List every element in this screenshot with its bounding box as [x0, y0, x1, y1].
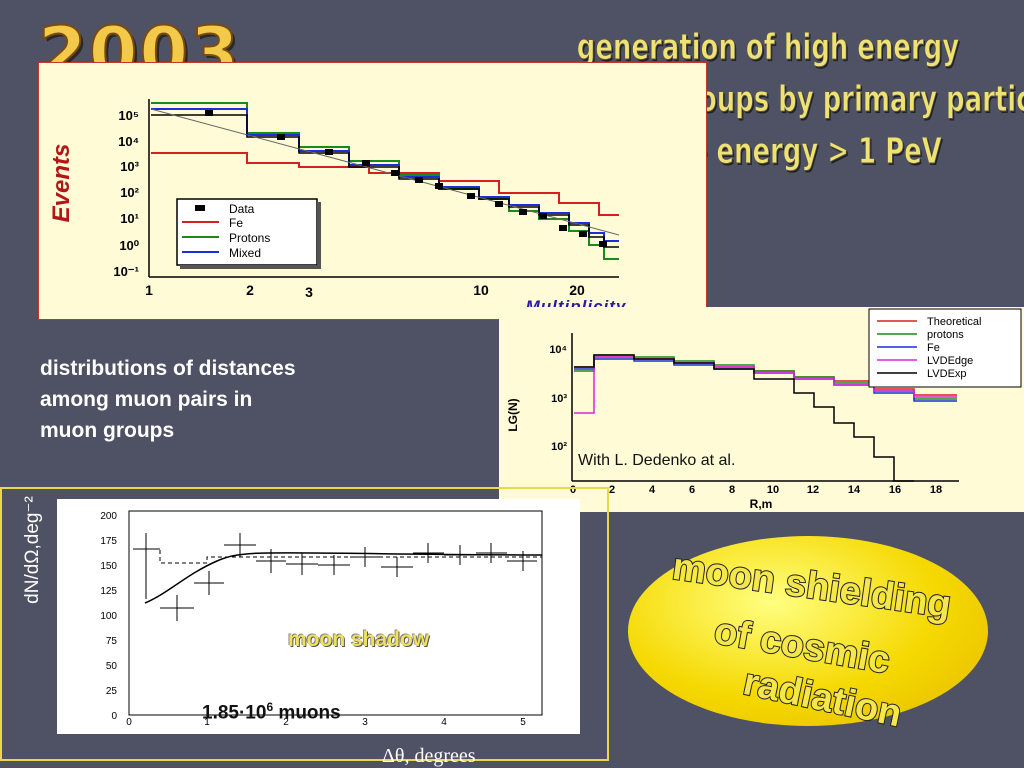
chart1-ytick: 10⁻¹ — [113, 264, 139, 279]
chart2-ytick: 10³ — [551, 393, 567, 405]
chart3-ytick: 0 — [111, 711, 117, 722]
description-line: among muon pairs in — [40, 388, 253, 411]
muon-count-exponent: 6 — [266, 700, 274, 714]
chart2-legend-protons: protons — [927, 329, 964, 341]
chart3-frame — [128, 510, 543, 716]
description-line: muon groups — [40, 419, 175, 442]
chart2-xtick: 0 — [570, 484, 576, 496]
muon-count-label: 1.85·106 muons — [202, 700, 341, 724]
chart1-ylabel: Events — [48, 144, 75, 223]
chart3-xtick: 1 — [204, 717, 210, 728]
chart3-ytick: 75 — [106, 636, 118, 647]
chart2-ylabel: LG(N) — [506, 398, 520, 431]
chart1-legend-data: Data — [229, 202, 255, 216]
chart1-data-point — [519, 209, 527, 215]
chart1-xtick: 3 — [305, 284, 313, 300]
chart3-ytick: 200 — [100, 511, 117, 522]
chart1-xtick: 10 — [473, 282, 489, 298]
chart3-xtick: 5 — [520, 717, 526, 728]
chart3-ytick: 50 — [106, 661, 118, 672]
chart1-ytick: 10⁴ — [118, 134, 139, 149]
chart2-legend-theoretical: Theoretical — [927, 316, 981, 328]
moon-shadow-chart: 200 175 150 125 100 75 50 25 0 0 1 2 3 4… — [100, 510, 543, 728]
moon-shadow-label: moon shadow — [288, 628, 430, 651]
moon-shielding-badge — [628, 536, 988, 726]
chart1-ytick: 10⁵ — [118, 108, 139, 123]
chart1-xtick: 20 — [569, 282, 585, 298]
chart2-xtick: 10 — [767, 484, 779, 496]
distance-chart: 10⁴ 10³ 10² 0 2 4 6 8 10 12 14 16 18 — [506, 308, 1022, 511]
chart1-legend-mixed: Mixed — [229, 246, 261, 260]
chart1-data-point — [579, 231, 587, 237]
chart2-xtick: 18 — [930, 484, 942, 496]
chart3-ytick: 150 — [100, 561, 117, 572]
chart2-legend-fe: Fe — [927, 342, 940, 354]
chart3-ylabel-svg: dN/dΩ,deg⁻² — [22, 496, 43, 604]
chart1-data-point — [495, 201, 503, 207]
chart1-ytick: 10¹ — [120, 211, 139, 226]
multiplicity-chart-panel: 10⁵ 10⁴ 10³ 10² 10¹ 10⁰ 10⁻¹ 1 2 3 10 20 — [38, 62, 707, 320]
chart1-ytick: 10³ — [120, 159, 139, 174]
moon-line-2: of cosmic — [711, 610, 893, 682]
chart3-ytick: 100 — [100, 611, 117, 622]
chart1-data-point — [467, 193, 475, 199]
chart2-series-lvdexp — [574, 354, 914, 482]
muon-count-unit: muons — [273, 702, 341, 724]
chart2-xtick: 4 — [649, 484, 656, 496]
chart2-xtick: 12 — [807, 484, 819, 496]
chart1-data-point — [435, 183, 443, 189]
description-text: distributions of distances among muon pa… — [40, 353, 420, 446]
chart3-ytick: 175 — [100, 536, 117, 547]
chart3-ylabel: dN/dΩ,deg⁻² — [22, 496, 43, 604]
chart3-ytick: 125 — [100, 586, 117, 597]
chart3-xtick: 3 — [362, 717, 368, 728]
multiplicity-chart: 10⁵ 10⁴ 10³ 10² 10¹ 10⁰ 10⁻¹ 1 2 3 10 20 — [48, 99, 626, 316]
chart3-fit-curve — [144, 552, 543, 604]
chart1-legend-protons: Protons — [229, 231, 270, 245]
chart3-xtick: 4 — [441, 717, 447, 728]
chart1-data-point — [205, 110, 213, 116]
chart2-xtick: 2 — [609, 484, 615, 496]
chart1-data-point — [362, 160, 370, 166]
chart2-xtick: 8 — [729, 484, 735, 496]
chart1-legend: Data Fe Protons Mixed — [176, 198, 321, 269]
chart1-data-point — [599, 241, 607, 247]
chart2-xtick: 14 — [848, 484, 861, 496]
moon-shadow-frame — [0, 487, 609, 761]
chart2-ytick: 10² — [551, 441, 567, 453]
chart1-data-point — [277, 134, 285, 140]
moon-line-1: moon shielding — [670, 546, 954, 627]
chart3-dashed-line — [133, 548, 542, 564]
chart1-data-point — [415, 177, 423, 183]
chart1-ytick: 10² — [120, 185, 139, 200]
chart3-ytick: 25 — [106, 686, 118, 697]
chart3-xtick: 0 — [126, 717, 132, 728]
chart2-xtick: 16 — [889, 484, 901, 496]
moon-shadow-chart-panel: 200 175 150 125 100 75 50 25 0 0 1 2 3 4… — [57, 499, 580, 734]
chart2-xlabel: R,m — [750, 497, 773, 511]
description-line: distributions of distances — [40, 357, 296, 380]
chart1-data-point — [559, 225, 567, 231]
chart1-legend-fe: Fe — [229, 216, 243, 230]
distance-chart-panel: 10⁴ 10³ 10² 0 2 4 6 8 10 12 14 16 18 — [499, 307, 1024, 512]
muon-count-base: 1.85·10 — [202, 702, 267, 724]
moon-shielding-text: moon shielding of cosmic radiation — [669, 545, 955, 737]
chart1-ytick: 10⁰ — [119, 238, 139, 253]
chart2-legend: Theoretical protons Fe LVDEdge LVDExp — [868, 308, 1022, 388]
chart1-xtick: 1 — [145, 282, 153, 298]
chart2-credit: With L. Dedenko at al. — [578, 452, 736, 469]
chart2-legend-lvdexp: LVDExp — [927, 368, 967, 380]
chart2-ytick: 10⁴ — [549, 344, 567, 356]
chart3-xtick: 2 — [283, 717, 289, 728]
chart3-xlabel: Δθ, degrees — [382, 745, 476, 767]
chart2-legend-lvdedge: LVDEdge — [927, 355, 973, 367]
chart1-data-point — [391, 170, 399, 176]
chart1-data-point — [325, 149, 333, 155]
chart1-xtick: 2 — [246, 282, 254, 298]
headline-line-1: generation of high energy — [576, 27, 960, 69]
chart1-data-point — [539, 213, 547, 219]
chart2-xtick: 6 — [689, 484, 695, 496]
